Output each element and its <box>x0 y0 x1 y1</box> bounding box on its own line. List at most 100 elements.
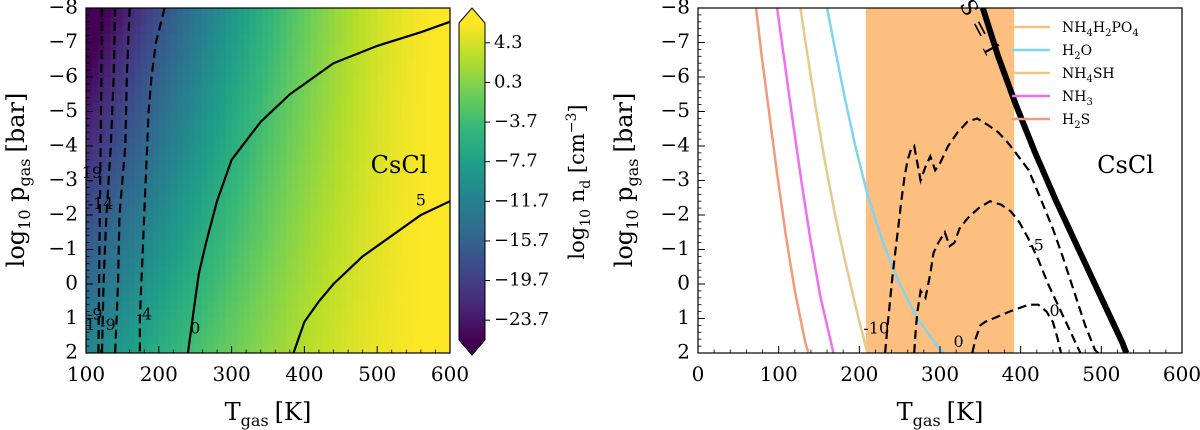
heatmap-cell <box>177 240 184 251</box>
heatmap-cell <box>249 171 257 182</box>
heatmap-cell <box>383 318 390 328</box>
heatmap-cell <box>201 301 208 311</box>
heatmap-cell <box>328 180 336 190</box>
heatmap-cell <box>292 8 299 18</box>
heatmap-cell <box>134 180 142 190</box>
heatmap-cell <box>231 284 239 294</box>
heatmap-cell <box>195 309 202 320</box>
heatmap-cell <box>310 344 318 353</box>
heatmap-cell <box>146 223 154 233</box>
heatmap-cell <box>413 189 421 199</box>
heatmap-cell <box>243 68 251 78</box>
contour-line-5 <box>292 200 450 353</box>
heatmap-cell <box>104 335 111 345</box>
heatmap-cell <box>322 197 330 207</box>
heatmap-cell <box>346 94 354 104</box>
heatmap-cell <box>407 171 415 182</box>
heatmap-cell <box>195 102 202 113</box>
heatmap-cell <box>443 258 450 268</box>
heatmap-cell <box>443 206 450 216</box>
x-tick-label: 500 <box>1082 362 1120 386</box>
heatmap-cell <box>177 266 184 276</box>
heatmap-cell <box>431 102 439 113</box>
y-tick-label: −1 <box>49 236 78 260</box>
heatmap-cell <box>164 223 172 233</box>
heatmap-cell <box>243 189 251 199</box>
heatmap-cell <box>389 68 396 78</box>
heatmap-cell <box>292 275 299 285</box>
heatmap-cell <box>310 51 318 61</box>
y-tick-label: −7 <box>49 29 78 53</box>
heatmap-cell <box>280 137 287 147</box>
heatmap-cell <box>292 77 299 87</box>
heatmap-cell <box>146 327 154 337</box>
heatmap-cell <box>365 284 372 294</box>
heatmap-cell <box>201 68 208 78</box>
heatmap-cell <box>92 284 99 294</box>
heatmap-cell <box>92 301 99 311</box>
heatmap-cell <box>268 51 275 61</box>
heatmap-cell <box>183 327 190 337</box>
heatmap-cell <box>413 94 421 104</box>
heatmap-cell <box>146 77 154 87</box>
heatmap-cell <box>443 146 450 156</box>
heatmap-cell <box>177 344 184 353</box>
heatmap-cell <box>134 206 142 216</box>
heatmap-cell <box>359 223 366 233</box>
heatmap-cell <box>219 292 227 302</box>
heatmap-cell <box>134 232 142 242</box>
heatmap-cell <box>110 171 117 182</box>
heatmap-cell <box>122 335 130 345</box>
heatmap-cell <box>359 301 366 311</box>
heatmap-cell <box>371 189 378 199</box>
heatmap-cell <box>207 258 214 268</box>
heatmap-cell <box>401 258 409 268</box>
heatmap-cell <box>419 249 427 259</box>
heatmap-cell <box>237 128 245 138</box>
heatmap-cell <box>280 189 287 199</box>
heatmap-cell <box>122 197 130 207</box>
species-label: CsCl <box>1097 151 1154 179</box>
heatmap-cell <box>298 258 305 268</box>
heatmap-cell <box>395 215 403 225</box>
y-tick-label: −4 <box>49 133 78 157</box>
heatmap-cell <box>225 206 233 216</box>
heatmap-cell <box>286 94 293 104</box>
heatmap-cell <box>134 258 142 268</box>
heatmap-cell <box>152 154 160 164</box>
heatmap-cell <box>419 301 427 311</box>
heatmap-cell <box>407 327 415 337</box>
heatmap-cell <box>371 206 378 216</box>
heatmap-cell <box>286 223 293 233</box>
heatmap-cell <box>383 240 390 251</box>
heatmap-cell <box>177 68 184 78</box>
heatmap-cell <box>316 59 324 69</box>
heatmap-cell <box>225 146 233 156</box>
heatmap-cell <box>437 266 445 276</box>
heatmap-cell <box>86 301 93 311</box>
heatmap-cell <box>328 206 336 216</box>
heatmap-cell <box>116 197 123 207</box>
heatmap-cell <box>110 327 117 337</box>
heatmap-cell <box>255 180 263 190</box>
heatmap-cell <box>213 102 221 113</box>
heatmap-cell <box>292 33 299 44</box>
heatmap-cell <box>316 16 324 26</box>
heatmap-cell <box>292 111 299 121</box>
heatmap-cell <box>304 94 312 104</box>
heatmap-cell <box>219 309 227 320</box>
heatmap-cell <box>116 33 123 44</box>
heatmap-cell <box>419 309 427 320</box>
heatmap-cell <box>122 51 130 61</box>
heatmap-cell <box>371 215 378 225</box>
heatmap-cell <box>389 249 396 259</box>
heatmap-cell <box>243 275 251 285</box>
heatmap-cell <box>280 85 287 95</box>
heatmap-cell <box>395 335 403 345</box>
heatmap-cell <box>255 25 263 35</box>
heatmap-cell <box>92 25 99 35</box>
heatmap-cell <box>310 292 318 302</box>
heatmap-cell <box>146 68 154 78</box>
heatmap-cell <box>231 309 239 320</box>
heatmap-cell <box>425 189 433 199</box>
